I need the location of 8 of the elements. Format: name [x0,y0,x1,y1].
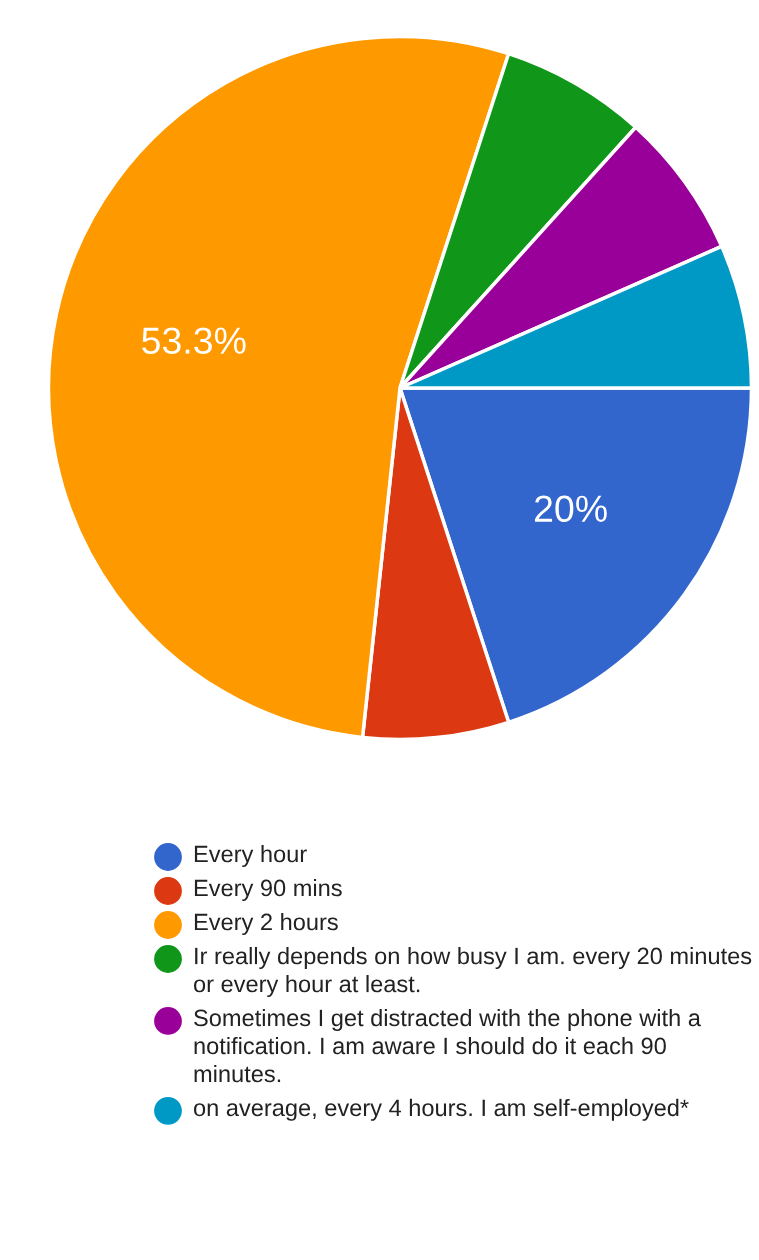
legend-label: on average, every 4 hours. I am self-employed* [193,1098,689,1121]
legend-label: Ir really depends on how busy I am. every 20 minutes or every hour at least. [193,947,752,998]
legend-label: Every hour [194,845,307,868]
legend-label: Every 90 mins [194,879,342,902]
legend-label: Every 2 hours [194,913,338,936]
data-label: 53.3% [142,327,246,354]
data-label: 20% [534,495,607,523]
legend-label: Sometimes I get distracted with the phone with a notification. I am aware I should do it each 90 minutes. [194,1008,701,1083]
